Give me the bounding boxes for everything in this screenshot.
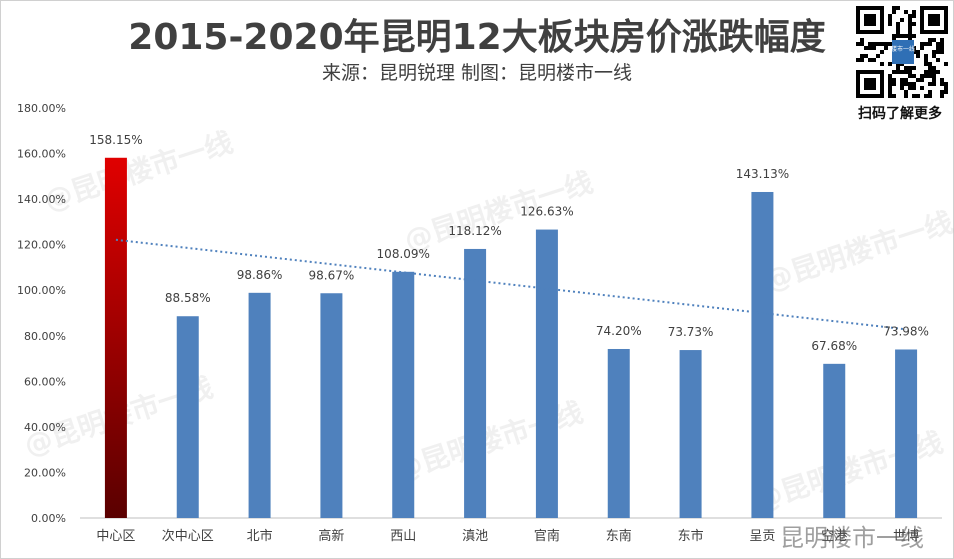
bar [392, 271, 415, 518]
x-tick-label: 官南 [534, 528, 560, 544]
bar [535, 229, 558, 518]
data-label: 118.12% [448, 224, 501, 238]
x-tick-label: 中心区 [96, 529, 135, 544]
y-tick-label: 100.00% [17, 284, 66, 297]
data-label: 98.67% [309, 268, 355, 282]
bar [895, 349, 918, 518]
bar [176, 316, 199, 518]
bar [679, 350, 702, 518]
y-tick-label: 140.00% [17, 193, 66, 206]
chart-title: 2015-2020年昆明12大板块房价涨跌幅度 [128, 17, 826, 58]
y-tick-label: 20.00% [24, 466, 66, 479]
data-label: 73.73% [668, 325, 714, 339]
x-tick-label: 东市 [678, 528, 704, 544]
x-tick-label: 西山 [390, 529, 416, 544]
x-tick-label: 呈贡 [749, 529, 775, 544]
data-label: 143.13% [736, 167, 789, 181]
bar [751, 191, 774, 518]
data-label: 158.15% [89, 133, 142, 147]
data-label: 67.68% [811, 339, 857, 353]
bar [248, 292, 271, 518]
y-tick-label: 120.00% [17, 239, 66, 252]
bar [607, 348, 630, 518]
y-tick-label: 180.00% [17, 102, 66, 115]
qr-code: 楼市一线 [856, 6, 948, 98]
data-label: 108.09% [377, 247, 430, 261]
bar [823, 363, 846, 518]
x-tick-label: 北市 [247, 528, 273, 544]
data-label: 73.98% [883, 324, 929, 338]
y-tick-label: 60.00% [24, 375, 66, 388]
y-tick-label: 0.00% [31, 512, 66, 525]
y-tick-label: 40.00% [24, 421, 66, 434]
bar [104, 157, 127, 518]
trendline [115, 238, 907, 331]
x-tick-label: 空港 [821, 529, 847, 544]
x-tick-label: 世博 [893, 529, 919, 544]
corner-watermark: 昆明楼市一线 [780, 524, 924, 552]
x-tick-label: 高新 [318, 528, 344, 544]
y-tick-label: 80.00% [24, 330, 66, 343]
x-tick-label: 次中心区 [162, 528, 214, 544]
qr-center-label: 楼市一线 [891, 45, 915, 53]
data-label: 126.63% [520, 205, 573, 219]
data-label: 74.20% [596, 324, 642, 338]
x-tick-label: 滇池 [462, 529, 488, 544]
data-label: 98.86% [237, 268, 283, 282]
data-label: 88.58% [165, 291, 211, 305]
chart-subtitle: 来源：昆明锐理 制图：昆明楼市一线 [321, 62, 633, 84]
bar [320, 293, 343, 518]
bar [464, 248, 487, 518]
qr-caption: 扫码了解更多 [858, 106, 942, 122]
x-tick-label: 东南 [606, 528, 632, 544]
y-tick-label: 160.00% [17, 148, 66, 161]
